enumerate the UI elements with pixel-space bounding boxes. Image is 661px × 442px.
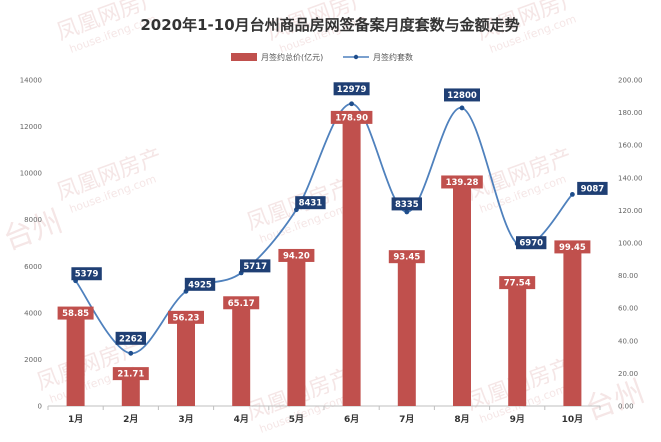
line-label-box <box>444 88 480 102</box>
line-label-box <box>240 259 271 273</box>
y-right-tick-label: 120.00 <box>618 207 643 215</box>
line-label-box <box>577 181 608 195</box>
y-left-tick-label: 14000 <box>20 77 42 85</box>
legend-label-line: 月签约套数 <box>373 52 413 62</box>
bar <box>232 299 251 406</box>
legend-label-bar: 月签约总价(亿元) <box>261 52 323 62</box>
y-left-tick-label: 2000 <box>24 356 42 364</box>
y-left-tick-label: 4000 <box>24 309 42 317</box>
bar-value-label: 94.20 <box>283 251 310 261</box>
x-tick-label: 7月 <box>399 414 414 425</box>
line-value-label: 2262 <box>119 334 143 344</box>
x-tick-label: 9月 <box>510 414 525 425</box>
line-value-label: 4925 <box>188 280 212 290</box>
line-value-label: 5379 <box>75 270 99 280</box>
line-label-box <box>295 196 326 210</box>
y-right-tick-label: 40.00 <box>618 337 638 345</box>
y-right-tick-label: 140.00 <box>618 174 643 182</box>
chart-title: 2020年1-10月台州商品房网签备案月度套数与金额走势 <box>140 16 519 34</box>
bar-value-label: 178.90 <box>335 113 368 123</box>
line-value-label: 9087 <box>581 184 605 194</box>
line-value-label: 6970 <box>519 239 543 249</box>
y-right-tick-label: 20.00 <box>618 370 638 378</box>
bar-label-box <box>223 296 260 310</box>
bar <box>453 178 471 406</box>
line-point <box>570 192 575 197</box>
bar-value-label: 77.54 <box>504 279 531 289</box>
x-tick-label: 1月 <box>68 414 83 425</box>
y-left-tick-label: 6000 <box>24 263 42 271</box>
x-tick-label: 10月 <box>562 414 584 425</box>
watermark-city: 台州 <box>0 204 67 257</box>
bar-label-box <box>499 276 536 290</box>
bar-value-label: 58.85 <box>62 309 89 319</box>
bar-value-label: 139.28 <box>446 178 479 188</box>
line-label-box <box>71 267 102 281</box>
bar <box>66 310 85 406</box>
line-value-label: 8431 <box>299 199 323 209</box>
bar <box>342 114 361 406</box>
y-right-tick-label: 0.00 <box>618 403 634 411</box>
x-tick-label: 4月 <box>234 414 249 425</box>
line-point <box>349 101 354 107</box>
bar <box>563 243 582 406</box>
line-label-box <box>115 331 146 345</box>
bar-value-label: 99.45 <box>559 243 586 253</box>
y-right-tick-label: 100.00 <box>618 240 643 248</box>
line-point <box>128 350 134 356</box>
x-tick-label: 6月 <box>344 414 359 425</box>
y-left-tick-label: 8000 <box>24 216 42 224</box>
legend-swatch-marker <box>353 54 359 60</box>
bar <box>508 279 527 406</box>
line-label-box <box>516 236 547 250</box>
y-right-tick-label: 60.00 <box>618 305 638 313</box>
x-tick-label: 8月 <box>454 414 469 425</box>
legend: 月签约总价(亿元) 月签约套数 <box>231 52 413 62</box>
line-series <box>73 101 575 356</box>
x-tick-label: 2月 <box>123 414 138 425</box>
bar-label-box <box>330 110 373 124</box>
bar-value-label: 65.17 <box>228 299 255 309</box>
line-label-box <box>391 197 422 211</box>
x-tick-label: 5月 <box>289 414 304 425</box>
line-label-box <box>184 277 216 291</box>
watermark-city: 台州 <box>581 374 649 427</box>
line-value-label: 8335 <box>395 200 419 210</box>
bar-value-label: 21.71 <box>117 370 144 380</box>
bar-label-box <box>554 240 591 254</box>
line-value-label: 5717 <box>243 262 267 272</box>
y-right-tick-label: 80.00 <box>618 272 638 280</box>
bar-label-box <box>168 310 204 324</box>
bar-label-box <box>388 250 425 264</box>
bar <box>397 253 416 406</box>
bar <box>287 252 306 406</box>
bar <box>177 314 195 406</box>
y-right-tick-label: 200.00 <box>618 77 643 85</box>
line-label-box <box>333 82 370 96</box>
bar-label-box <box>441 175 483 189</box>
line-path <box>74 102 574 355</box>
x-tick-label: 3月 <box>178 414 193 425</box>
y-left-tick-label: 0 <box>38 403 42 411</box>
legend-swatch-bar <box>231 53 257 61</box>
y-right-tick-label: 160.00 <box>618 142 643 150</box>
bar-series <box>66 114 582 406</box>
line-value-label: 12800 <box>447 91 477 101</box>
data-labels: 58.85 21.71 56.23 65.17 94.20 178.90 93.45 139.… <box>57 82 608 381</box>
bar-value-label: 93.45 <box>393 253 420 263</box>
line-point <box>404 209 410 215</box>
bar-label-box <box>278 248 315 262</box>
y-left-tick-label: 10000 <box>20 170 42 178</box>
line-point <box>459 105 465 111</box>
bar-value-label: 56.23 <box>173 313 200 323</box>
bar-label-box <box>112 367 149 381</box>
bar-label-box <box>57 306 94 320</box>
axes: 0 2000 4000 6000 8000 10000 12000 14000 0.00 20.0… <box>20 77 643 426</box>
y-right-tick-label: 180.00 <box>618 109 643 117</box>
line-value-label: 12979 <box>337 85 367 95</box>
y-left-tick-label: 12000 <box>20 123 42 131</box>
